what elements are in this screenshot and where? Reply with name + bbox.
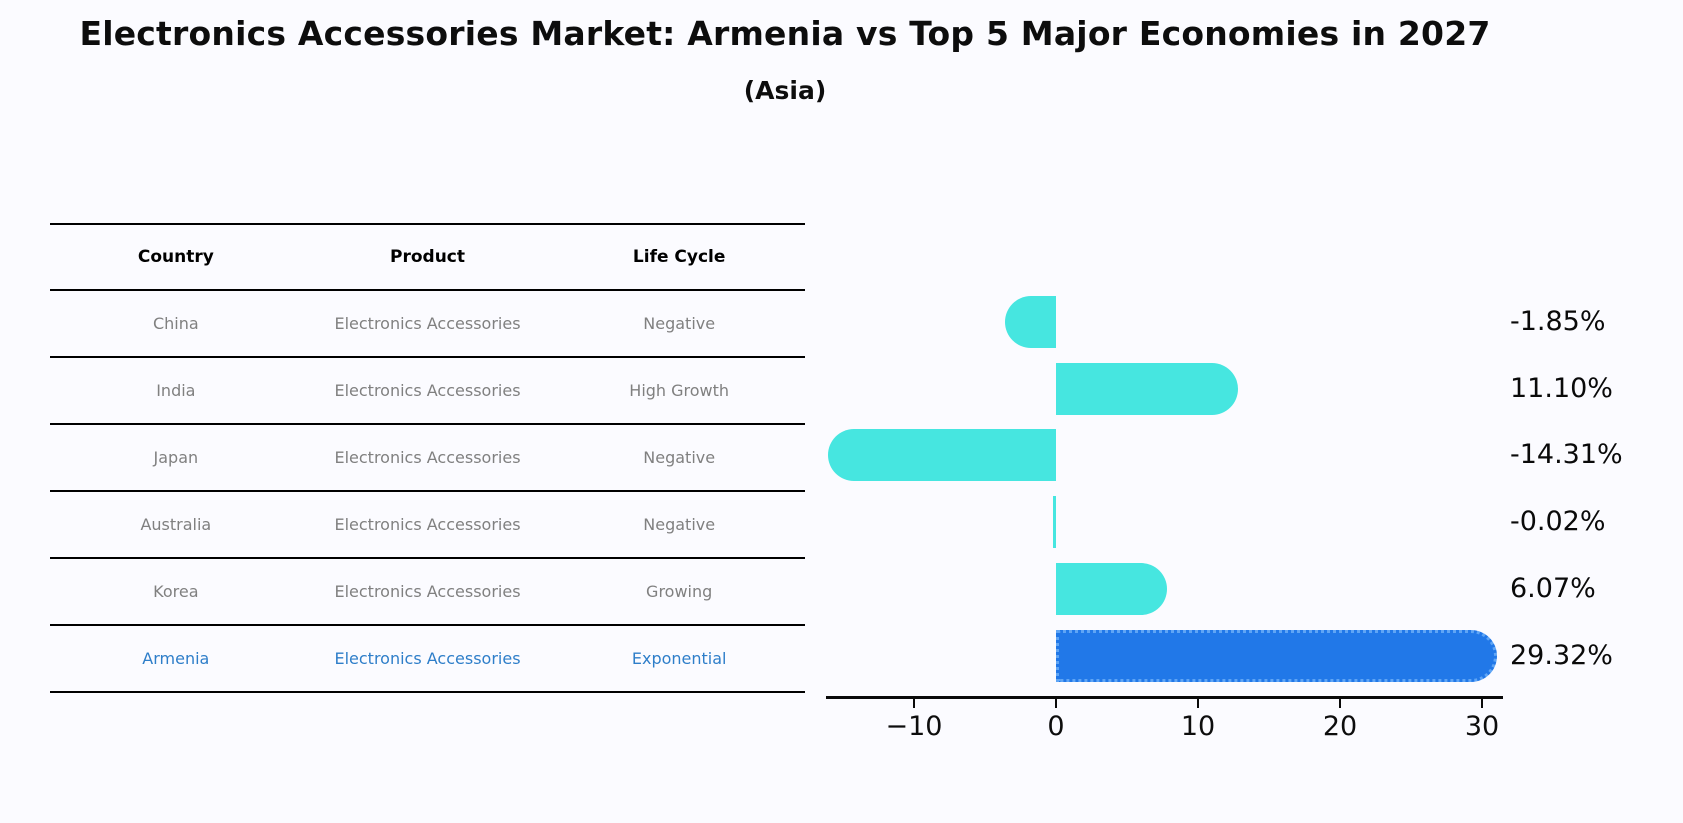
table-header-country: Country xyxy=(137,247,214,267)
x-axis-tick xyxy=(1481,699,1483,708)
cell-country: China xyxy=(152,314,199,333)
table-row-korea: Korea Electronics Accessories Growing xyxy=(50,559,805,626)
value-label-india: 11.10% xyxy=(1510,373,1613,404)
bar-japan xyxy=(828,429,1056,481)
bar-australia xyxy=(1053,496,1056,548)
cell-country: India xyxy=(156,381,196,400)
cell-product: Electronics Accessories xyxy=(334,381,521,400)
cell-country: Armenia xyxy=(142,649,210,668)
value-label-japan: -14.31% xyxy=(1510,439,1623,470)
bar-china xyxy=(1005,296,1056,348)
cell-life-cycle: Negative xyxy=(643,448,716,467)
value-label-armenia: 29.32% xyxy=(1510,640,1613,671)
x-axis-tick xyxy=(1055,699,1057,708)
table-row-china: China Electronics Accessories Negative xyxy=(50,291,805,358)
bar-armenia xyxy=(1056,630,1498,682)
x-tick-label-0: 0 xyxy=(1047,711,1065,742)
value-label-korea: 6.07% xyxy=(1510,573,1596,604)
value-label-australia: -0.02% xyxy=(1510,506,1606,537)
cell-product: Electronics Accessories xyxy=(334,649,521,668)
x-tick-label-20: 20 xyxy=(1322,711,1358,742)
table-header-product: Product xyxy=(390,247,465,267)
cell-life-cycle: Exponential xyxy=(631,649,727,668)
x-axis-tick xyxy=(1197,699,1199,708)
chart-title: Electronics Accessories Market: Armenia … xyxy=(79,14,1491,53)
cell-country: Australia xyxy=(140,515,212,534)
x-axis-line xyxy=(826,696,1503,699)
summary-table: Country Product Life Cycle China Electron… xyxy=(50,223,805,693)
bar-korea xyxy=(1056,563,1167,615)
x-tick-label-30: 30 xyxy=(1464,711,1500,742)
x-tick-label--10: −10 xyxy=(885,711,943,742)
cell-life-cycle: Growing xyxy=(646,582,713,601)
cell-country: Korea xyxy=(153,582,199,601)
cell-country: Japan xyxy=(153,448,199,467)
table-header-lifecycle: Life Cycle xyxy=(632,247,726,267)
cell-life-cycle: Negative xyxy=(643,314,716,333)
table-row-armenia: Armenia Electronics Accessories Exponentia… xyxy=(50,626,805,693)
table-body: China Electronics Accessories Negative Indi… xyxy=(50,291,805,693)
cell-product: Electronics Accessories xyxy=(334,314,521,333)
x-tick-label-10: 10 xyxy=(1180,711,1216,742)
cell-life-cycle: High Growth xyxy=(629,381,730,400)
value-label-china: -1.85% xyxy=(1510,306,1606,337)
x-axis-tick xyxy=(913,699,915,708)
table-header-row: Country Product Life Cycle xyxy=(50,225,805,291)
cell-product: Electronics Accessories xyxy=(334,582,521,601)
x-axis-tick xyxy=(1339,699,1341,708)
chart-subtitle: (Asia) xyxy=(743,76,827,105)
table-row-india: India Electronics Accessories High Growth xyxy=(50,358,805,425)
table-row-australia: Australia Electronics Accessories Negative xyxy=(50,492,805,559)
cell-life-cycle: Negative xyxy=(643,515,716,534)
bar-india xyxy=(1056,363,1239,415)
table-row-japan: Japan Electronics Accessories Negative xyxy=(50,425,805,492)
cell-product: Electronics Accessories xyxy=(334,448,521,467)
cell-product: Electronics Accessories xyxy=(334,515,521,534)
